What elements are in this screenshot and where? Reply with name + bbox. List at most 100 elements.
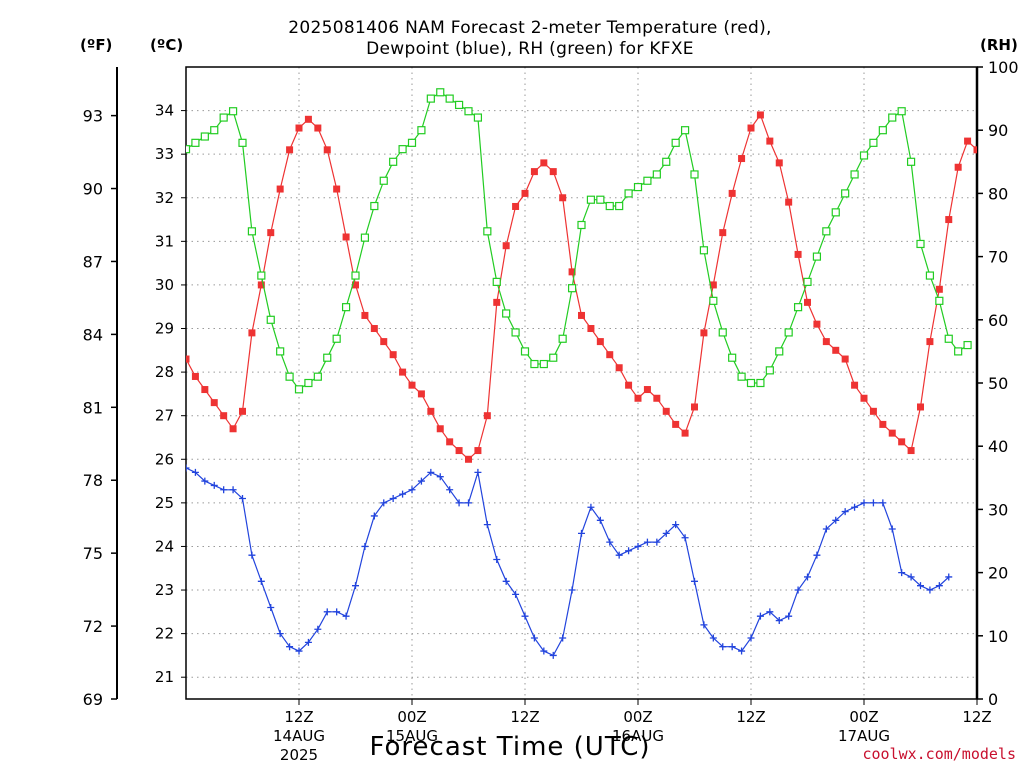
dewpoint-point — [681, 534, 689, 542]
rh-point — [360, 233, 370, 242]
temperature-point — [286, 146, 294, 154]
rh-point — [558, 334, 567, 343]
temperature-point — [841, 355, 849, 363]
temperature-point — [446, 438, 454, 446]
rh-point — [596, 195, 605, 204]
rh-point — [341, 303, 351, 312]
chart-title-line2: Dewpoint (blue), RH (green) for KFXE — [366, 39, 694, 59]
dewpoint-point — [295, 647, 303, 655]
dewpoint-point — [841, 508, 849, 516]
temperature-point — [719, 229, 727, 237]
rh-point — [690, 170, 699, 179]
f-axis-tick-label: 69 — [83, 690, 103, 709]
f-axis-tick-label: 78 — [83, 471, 103, 490]
rh-point — [379, 176, 388, 185]
dewpoint-point — [926, 586, 934, 594]
dewpoint-point — [860, 499, 868, 507]
rh-point — [407, 138, 417, 147]
dewpoint-point — [483, 521, 491, 529]
temperature-point — [945, 216, 953, 224]
dewpoint-point — [229, 486, 237, 494]
rh-point — [916, 239, 925, 249]
temperature-point — [804, 298, 811, 306]
dewpoint-point — [210, 481, 218, 489]
dewpoint-point — [276, 630, 284, 638]
f-axis-tick-label: 87 — [83, 252, 103, 271]
temperature-point — [907, 447, 915, 455]
chart-title-line1: 2025081406 NAM Forecast 2-meter Temperat… — [288, 18, 772, 38]
dewpoint-point — [578, 529, 585, 537]
temperature-point — [813, 320, 821, 328]
rh-point — [257, 271, 266, 280]
temperature-point — [257, 281, 265, 289]
rh-point — [370, 201, 379, 211]
rh-point — [718, 328, 727, 337]
rh-point — [186, 145, 191, 154]
temperature-point — [672, 420, 680, 428]
dewpoint-point — [832, 516, 840, 524]
temperature-point — [578, 311, 585, 319]
dewpoint-point — [267, 603, 275, 611]
temperature-point — [653, 394, 661, 402]
rh-point — [520, 347, 530, 356]
rh-point — [483, 227, 492, 236]
temperature-point — [333, 185, 341, 193]
rh-point — [963, 340, 972, 350]
temperature-point — [314, 124, 322, 132]
x-axis-tick-label: 00Z — [397, 708, 426, 726]
dewpoint-point — [530, 634, 538, 642]
rh-point — [238, 138, 247, 147]
x-axis-tick-label: 00Z — [849, 708, 878, 726]
f-axis-tick-label: 93 — [83, 107, 103, 126]
temperature-point — [512, 202, 520, 210]
temperature-point — [186, 355, 190, 363]
rh-point — [859, 151, 869, 160]
f-axis-tick-label: 75 — [83, 544, 103, 563]
rh-point — [803, 277, 812, 286]
temperature-point — [210, 399, 218, 407]
rh-point — [841, 189, 850, 198]
rh-series-line — [186, 91, 968, 391]
dewpoint-point — [389, 495, 397, 503]
rh-point — [954, 347, 963, 356]
rh-point — [567, 284, 577, 293]
x-axis-tick-label: 12Z — [284, 708, 313, 726]
rh-point — [323, 353, 332, 362]
temperature-point — [935, 285, 943, 293]
rh-axis-tick-label: 30 — [988, 500, 1008, 519]
rh-point — [445, 94, 454, 103]
x-axis-date-label: 16AUG — [612, 727, 664, 745]
rh-point — [247, 227, 257, 236]
dewpoint-point — [380, 499, 388, 507]
temperature-point — [352, 281, 359, 289]
dewpoint-point — [427, 468, 435, 476]
temperature-point — [860, 394, 868, 402]
dewpoint-point — [634, 542, 642, 550]
temperature-point — [700, 329, 708, 337]
rh-point — [624, 189, 633, 198]
temperature-point — [794, 250, 802, 258]
rh-point — [492, 277, 501, 286]
temperature-point — [917, 403, 924, 411]
x-axis-date-label: 17AUG — [838, 727, 890, 745]
temperature-point — [709, 281, 717, 289]
temperature-point — [728, 189, 736, 197]
temperature-point — [201, 386, 209, 394]
rh-point — [812, 252, 822, 261]
c-axis-tick-label: 31 — [155, 232, 174, 250]
temperature-point — [408, 381, 416, 389]
rh-point — [944, 334, 953, 343]
credit-text: coolwx.com/models — [862, 745, 1016, 763]
dewpoint-point — [747, 634, 755, 642]
temperature-point — [926, 338, 934, 346]
dewpoint-series-line — [186, 467, 950, 657]
x-axis-year-label: 2025 — [280, 746, 318, 764]
dewpoint-point — [945, 573, 953, 581]
x-axis-tick-label: 12Z — [736, 708, 765, 726]
rh-point — [294, 385, 304, 394]
rh-point — [502, 309, 511, 318]
c-axis-tick-label: 22 — [155, 625, 174, 643]
temperature-point — [323, 146, 331, 154]
c-axis-tick-label: 25 — [155, 494, 174, 512]
